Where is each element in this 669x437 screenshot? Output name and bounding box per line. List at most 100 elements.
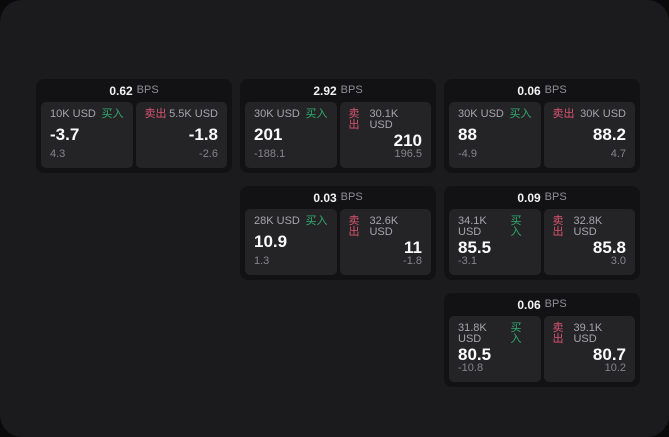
buy-delta: -10.8 xyxy=(458,362,484,374)
sell-tile-header: 卖出 5.5K USD xyxy=(145,109,219,120)
sell-tile-header: 卖出 39.1K USD xyxy=(553,323,627,345)
sell-tile[interactable]: 卖出 32.6K USD 11 -1.8 xyxy=(339,209,431,275)
buy-tile[interactable]: 10K USD 买入 -3.7 4.3 xyxy=(41,102,133,168)
sell-delta: -2.6 xyxy=(199,148,218,160)
buy-delta: -3.1 xyxy=(458,255,477,267)
buy-tag: 买入 xyxy=(101,108,124,120)
sell-amount: 39.1K USD xyxy=(573,322,603,345)
buy-price: -3.7 xyxy=(50,125,80,144)
buy-price: 10.9 xyxy=(254,232,288,251)
bps-unit-label: BPS xyxy=(136,84,159,96)
card-header: 0.62 BPS xyxy=(36,79,232,102)
buy-amount: 30K USD xyxy=(458,108,504,120)
buy-tile[interactable]: 30K USD 买入 88 -4.9 xyxy=(449,102,541,168)
buy-delta: -188.1 xyxy=(254,148,286,160)
buy-amount: 31.8K USD xyxy=(458,322,487,345)
sell-tag: 卖出 xyxy=(144,108,167,120)
buy-price: 85.5 xyxy=(458,237,492,257)
card-body: 34.1K USD 买入 85.5 -3.1 卖出 32.8K USD 85.8… xyxy=(444,209,640,280)
bps-value: 0.06 xyxy=(517,83,541,98)
card-header: 0.09 BPS xyxy=(444,186,640,209)
buy-delta: 4.3 xyxy=(50,148,66,160)
sell-price: 210 xyxy=(393,130,422,150)
sell-tile-header: 卖出 30K USD xyxy=(553,109,627,120)
bps-value: 0.03 xyxy=(313,190,337,205)
buy-tile[interactable]: 30K USD 买入 201 -188.1 xyxy=(245,102,337,168)
card-body: 31.8K USD 买入 80.5 -10.8 卖出 39.1K USD 80.… xyxy=(444,316,640,387)
sell-price: 85.8 xyxy=(592,237,626,257)
quote-card: 0.06 BPS 31.8K USD 买入 80.5 -10.8 卖出 39.1… xyxy=(444,293,640,387)
card-body: 10K USD 买入 -3.7 4.3 卖出 5.5K USD -1.8 -2.… xyxy=(36,102,232,173)
bps-unit-label: BPS xyxy=(340,191,363,203)
sell-tag: 卖出 xyxy=(552,322,564,345)
sell-tile[interactable]: 卖出 32.8K USD 85.8 3.0 xyxy=(543,209,635,275)
bps-unit-label: BPS xyxy=(340,84,363,96)
buy-tag: 买入 xyxy=(509,108,532,120)
sell-delta: 3.0 xyxy=(610,255,626,267)
buy-tile-header: 28K USD 买入 xyxy=(254,216,328,227)
buy-tile-header: 31.8K USD 买入 xyxy=(458,323,532,345)
buy-price: 201 xyxy=(254,125,283,144)
buy-tag: 买入 xyxy=(305,108,328,120)
card-header: 0.06 BPS xyxy=(444,293,640,316)
sell-amount: 30.1K USD xyxy=(369,108,399,131)
sell-delta: -1.8 xyxy=(403,255,422,267)
bps-unit-label: BPS xyxy=(544,298,567,310)
buy-delta: 1.3 xyxy=(254,255,270,267)
sell-price: -1.8 xyxy=(188,125,218,144)
sell-amount: 32.8K USD xyxy=(573,215,603,238)
bps-value: 0.06 xyxy=(517,297,541,312)
sell-amount: 5.5K USD xyxy=(169,108,218,120)
sell-tile[interactable]: 卖出 30.1K USD 210 196.5 xyxy=(339,102,431,168)
buy-delta: -4.9 xyxy=(458,148,477,160)
quote-card: 0.06 BPS 30K USD 买入 88 -4.9 卖出 30K USD 8… xyxy=(444,79,640,173)
bps-unit-label: BPS xyxy=(544,191,567,203)
buy-tag: 买入 xyxy=(510,215,522,238)
sell-delta: 196.5 xyxy=(394,148,422,160)
buy-tile[interactable]: 28K USD 买入 10.9 1.3 xyxy=(245,209,337,275)
bps-value: 0.09 xyxy=(517,190,541,205)
quote-card: 2.92 BPS 30K USD 买入 201 -188.1 卖出 30.1K … xyxy=(240,79,436,173)
card-header: 0.03 BPS xyxy=(240,186,436,209)
buy-tile[interactable]: 34.1K USD 买入 85.5 -3.1 xyxy=(449,209,541,275)
sell-tile[interactable]: 卖出 5.5K USD -1.8 -2.6 xyxy=(135,102,227,168)
sell-tile-header: 卖出 30.1K USD xyxy=(349,109,423,131)
bps-value: 0.62 xyxy=(109,83,133,98)
buy-tile-header: 34.1K USD 买入 xyxy=(458,216,532,238)
buy-amount: 30K USD xyxy=(254,108,300,120)
sell-tag: 卖出 xyxy=(348,108,360,131)
buy-tag: 买入 xyxy=(305,215,328,227)
buy-price: 80.5 xyxy=(458,344,492,364)
quote-card: 0.62 BPS 10K USD 买入 -3.7 4.3 卖出 5.5K USD… xyxy=(36,79,232,173)
quote-grid: 0.62 BPS 10K USD 买入 -3.7 4.3 卖出 5.5K USD… xyxy=(36,79,640,387)
buy-tag: 买入 xyxy=(510,322,522,345)
card-header: 2.92 BPS xyxy=(240,79,436,102)
buy-tile-header: 30K USD 买入 xyxy=(458,109,532,120)
sell-tag: 卖出 xyxy=(552,108,575,120)
sell-amount: 32.6K USD xyxy=(369,215,399,238)
sell-price: 88.2 xyxy=(592,125,626,144)
sell-price: 11 xyxy=(404,237,422,257)
quote-card: 0.03 BPS 28K USD 买入 10.9 1.3 卖出 32.6K US… xyxy=(240,186,436,280)
buy-tile[interactable]: 31.8K USD 买入 80.5 -10.8 xyxy=(449,316,541,382)
card-body: 28K USD 买入 10.9 1.3 卖出 32.6K USD 11 -1.8 xyxy=(240,209,436,280)
sell-delta: 10.2 xyxy=(604,362,626,374)
buy-price: 88 xyxy=(458,125,477,144)
card-body: 30K USD 买入 88 -4.9 卖出 30K USD 88.2 4.7 xyxy=(444,102,640,173)
buy-amount: 34.1K USD xyxy=(458,215,487,238)
buy-amount: 28K USD xyxy=(254,215,300,227)
bps-value: 2.92 xyxy=(313,83,337,98)
sell-tile-header: 卖出 32.6K USD xyxy=(349,216,423,238)
sell-tile[interactable]: 卖出 39.1K USD 80.7 10.2 xyxy=(543,316,635,382)
sell-tile[interactable]: 卖出 30K USD 88.2 4.7 xyxy=(543,102,635,168)
quote-card: 0.09 BPS 34.1K USD 买入 85.5 -3.1 卖出 32.8K… xyxy=(444,186,640,280)
card-body: 30K USD 买入 201 -188.1 卖出 30.1K USD 210 1… xyxy=(240,102,436,173)
bps-unit-label: BPS xyxy=(544,84,567,96)
sell-delta: 4.7 xyxy=(610,148,626,160)
buy-tile-header: 30K USD 买入 xyxy=(254,109,328,120)
sell-amount: 30K USD xyxy=(580,108,626,120)
sell-tag: 卖出 xyxy=(552,215,564,238)
sell-tile-header: 卖出 32.8K USD xyxy=(553,216,627,238)
sell-tag: 卖出 xyxy=(348,215,360,238)
